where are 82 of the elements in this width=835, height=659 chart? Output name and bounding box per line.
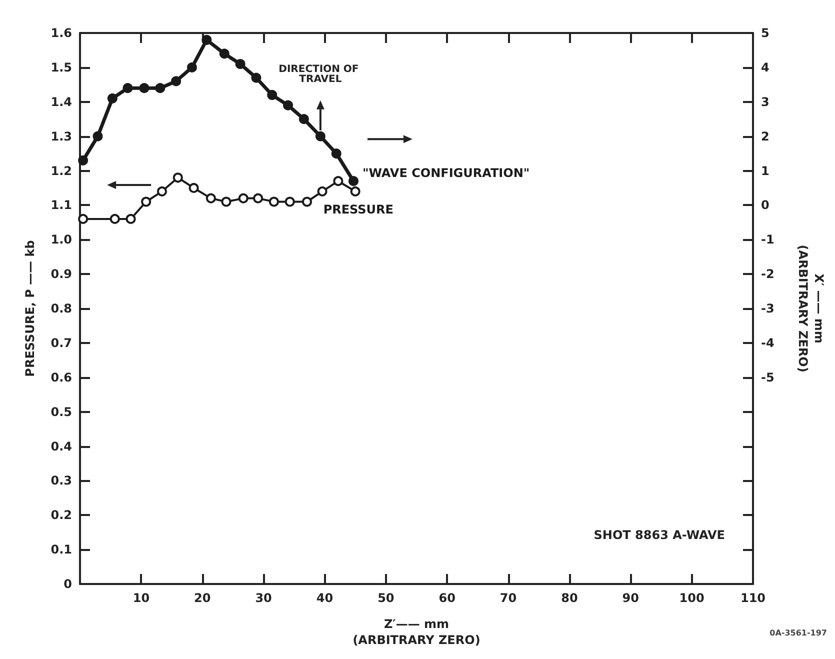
y-tick-label: 0.5 xyxy=(50,404,72,419)
point xyxy=(78,155,88,166)
point xyxy=(350,186,360,196)
y-tick-label: 1.4 xyxy=(50,94,72,109)
point xyxy=(92,131,103,142)
y-tick-label: 0.1 xyxy=(50,542,72,557)
x-tick-label: 50 xyxy=(378,591,394,605)
y-tick-label: 1.1 xyxy=(50,198,72,212)
y-tick-label: 0.8 xyxy=(50,302,72,316)
y2-tick-label: 5 xyxy=(761,26,770,40)
x-tick-label: 80 xyxy=(561,591,578,605)
series-label: "WAVE CONFIGURATION" xyxy=(362,166,530,180)
y2-tick-label: -5 xyxy=(761,370,774,384)
y-tick-label: 0.4 xyxy=(50,439,72,454)
y2-tick-label: -2 xyxy=(761,267,774,282)
point xyxy=(141,196,152,207)
point xyxy=(253,193,264,204)
point xyxy=(219,48,230,59)
point xyxy=(78,214,88,224)
point xyxy=(171,76,182,86)
point xyxy=(235,58,246,69)
point xyxy=(251,72,262,83)
x-tick-label: 40 xyxy=(316,591,334,605)
point xyxy=(172,172,183,183)
y2-tick-label: -3 xyxy=(761,302,774,316)
y-tick-label: 1.5 xyxy=(50,60,72,74)
y-tick-label: 1.6 xyxy=(50,26,72,40)
x-tick-label: 20 xyxy=(194,591,211,605)
point xyxy=(126,214,136,224)
point xyxy=(284,196,295,207)
point xyxy=(155,83,166,94)
point xyxy=(107,93,118,104)
y2-tick-label: 4 xyxy=(761,60,770,74)
x-tick-label: 90 xyxy=(622,591,639,605)
point xyxy=(317,186,328,196)
y2-tick-label: 2 xyxy=(761,129,770,144)
y2-tick-label: 1 xyxy=(761,164,770,178)
point xyxy=(331,148,342,159)
x-axis-title: Z′—— mm (ARBITRARY ZERO) xyxy=(352,617,480,647)
annotation: SHOT 8863 A-WAVE xyxy=(594,528,726,542)
y-tick-label: 0.9 xyxy=(50,267,72,282)
y2-tick-label: -1 xyxy=(761,232,774,247)
y2-tick-label: 3 xyxy=(761,94,770,109)
point xyxy=(333,176,344,186)
point xyxy=(206,193,216,204)
x-tick-label: 10 xyxy=(132,591,150,605)
point xyxy=(267,90,278,100)
annotation: DIRECTION OF TRAVEL xyxy=(278,64,362,85)
point xyxy=(268,196,279,207)
x-tick-label: 110 xyxy=(740,591,766,605)
point xyxy=(139,83,150,94)
y-tick-label: 0.6 xyxy=(50,370,72,384)
series-label: PRESSURE xyxy=(323,202,394,216)
point xyxy=(348,176,358,186)
y2-axis-title: X′ —— mm (ARBITRARY ZERO) xyxy=(796,244,826,372)
point xyxy=(221,196,232,207)
x-tick-label: 100 xyxy=(679,591,704,605)
y-tick-label: 1.3 xyxy=(50,129,72,144)
y-tick-label: 0.3 xyxy=(50,474,72,488)
x-tick-label: 60 xyxy=(438,591,456,605)
x-tick-label: 70 xyxy=(500,591,517,605)
y-axis-title: PRESSURE, P —— kb xyxy=(23,240,37,377)
point xyxy=(238,193,248,204)
point xyxy=(202,34,212,45)
y2-tick-label: -4 xyxy=(761,336,774,350)
point xyxy=(315,131,326,142)
point xyxy=(156,186,167,196)
y-tick-label: 0.7 xyxy=(50,336,72,350)
y2-tick-label: 0 xyxy=(761,198,770,212)
point xyxy=(122,83,133,94)
x-tick-label: 30 xyxy=(255,591,272,605)
point xyxy=(110,214,120,224)
point xyxy=(283,100,294,110)
y-tick-label: 1.2 xyxy=(50,164,72,178)
y-tick-label: 0 xyxy=(64,577,72,591)
y-tick-label: 1.0 xyxy=(50,232,72,247)
point xyxy=(302,196,312,207)
text: 0A-3561-197 xyxy=(770,628,828,638)
point xyxy=(298,114,309,124)
point xyxy=(188,182,199,193)
y-tick-label: 0.2 xyxy=(50,508,72,522)
point xyxy=(186,62,197,72)
